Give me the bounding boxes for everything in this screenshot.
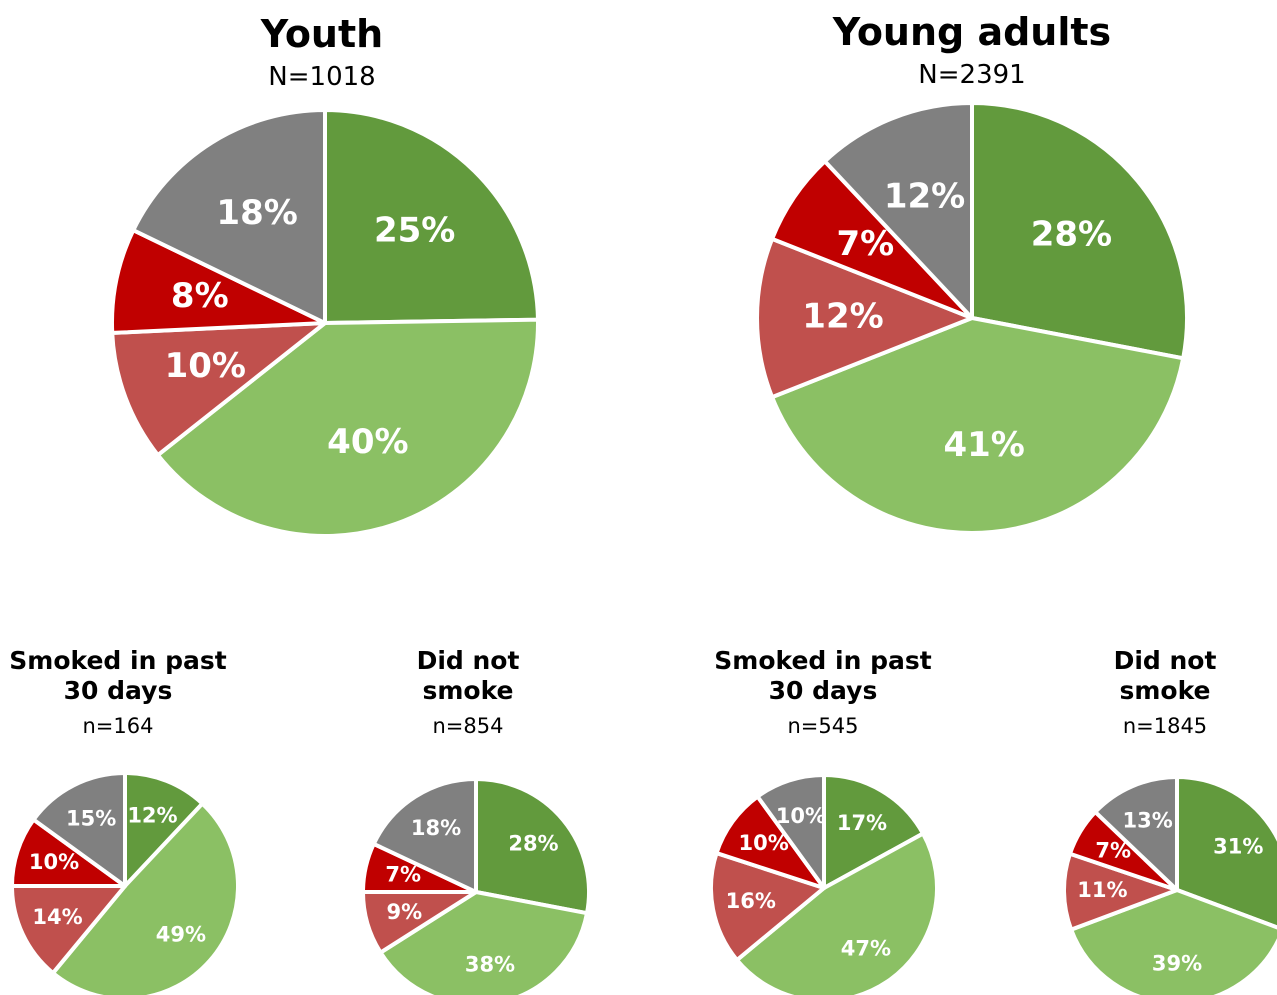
pie-slice	[1093, 775, 1179, 892]
data-label: 7%	[836, 224, 894, 264]
pie-slice	[755, 236, 974, 400]
chart-title: Smoked in past 30 days	[9, 646, 227, 705]
pie-slice	[371, 777, 478, 894]
pie-slice	[123, 771, 205, 888]
pie-slice	[1069, 888, 1277, 995]
data-label: 18%	[411, 816, 461, 840]
chart-subtitle: n=854	[432, 714, 504, 738]
pie-slice	[822, 101, 974, 320]
data-label: 12%	[127, 804, 177, 828]
data-label: 12%	[802, 297, 883, 337]
data-label: 25%	[374, 210, 455, 250]
data-label: 10%	[165, 346, 246, 386]
chart-title: Smoked in past 30 days	[714, 646, 932, 705]
data-label: 8%	[171, 276, 229, 316]
pie-slice	[755, 773, 826, 890]
chart-subtitle: N=2391	[918, 60, 1026, 90]
pie-slice	[770, 316, 1186, 535]
pie-slice	[110, 228, 327, 335]
chart-title: Did not smoke	[1113, 646, 1217, 705]
data-label: 41%	[943, 425, 1024, 465]
data-label: 12%	[884, 177, 965, 217]
pie-slice	[10, 884, 127, 976]
data-label: 14%	[32, 905, 82, 929]
chart-title: Young adults	[832, 10, 1112, 54]
data-label: 15%	[66, 807, 116, 831]
data-label: 31%	[1213, 834, 1263, 858]
chart-subtitle: n=545	[787, 714, 859, 738]
data-label: 10%	[739, 831, 789, 855]
data-label: 18%	[216, 193, 297, 233]
data-label: 49%	[156, 922, 206, 946]
chart-subtitle: n=164	[82, 714, 154, 738]
chart-subtitle: N=1018	[268, 62, 376, 92]
data-label: 10%	[776, 804, 826, 828]
pie-slice	[155, 317, 540, 538]
data-label: 47%	[841, 937, 891, 961]
data-label: 10%	[29, 850, 79, 874]
pie-slice	[970, 101, 1189, 361]
pie-slice	[378, 890, 589, 995]
data-label: 28%	[508, 831, 558, 855]
pie-slice	[131, 108, 327, 325]
chart-title: Did not smoke	[416, 646, 520, 705]
pie-slice	[474, 777, 591, 916]
data-label: 7%	[385, 863, 421, 887]
data-label: 17%	[837, 811, 887, 835]
pie-slice	[822, 773, 926, 890]
pie-slice	[110, 321, 327, 458]
chart-title: Youth	[260, 12, 384, 56]
data-label: 13%	[1123, 808, 1173, 832]
pie-slice	[31, 771, 127, 888]
pie-slice	[323, 108, 540, 325]
data-label: 40%	[327, 422, 408, 462]
data-label: 38%	[465, 952, 515, 976]
data-label: 39%	[1152, 952, 1202, 976]
pie-slice	[1175, 775, 1277, 930]
data-label: 28%	[1031, 214, 1112, 254]
data-label: 9%	[387, 900, 423, 924]
data-label: 16%	[726, 889, 776, 913]
pie-slice	[734, 831, 939, 995]
chart-subtitle: n=1845	[1122, 714, 1208, 738]
data-label: 11%	[1077, 878, 1127, 902]
